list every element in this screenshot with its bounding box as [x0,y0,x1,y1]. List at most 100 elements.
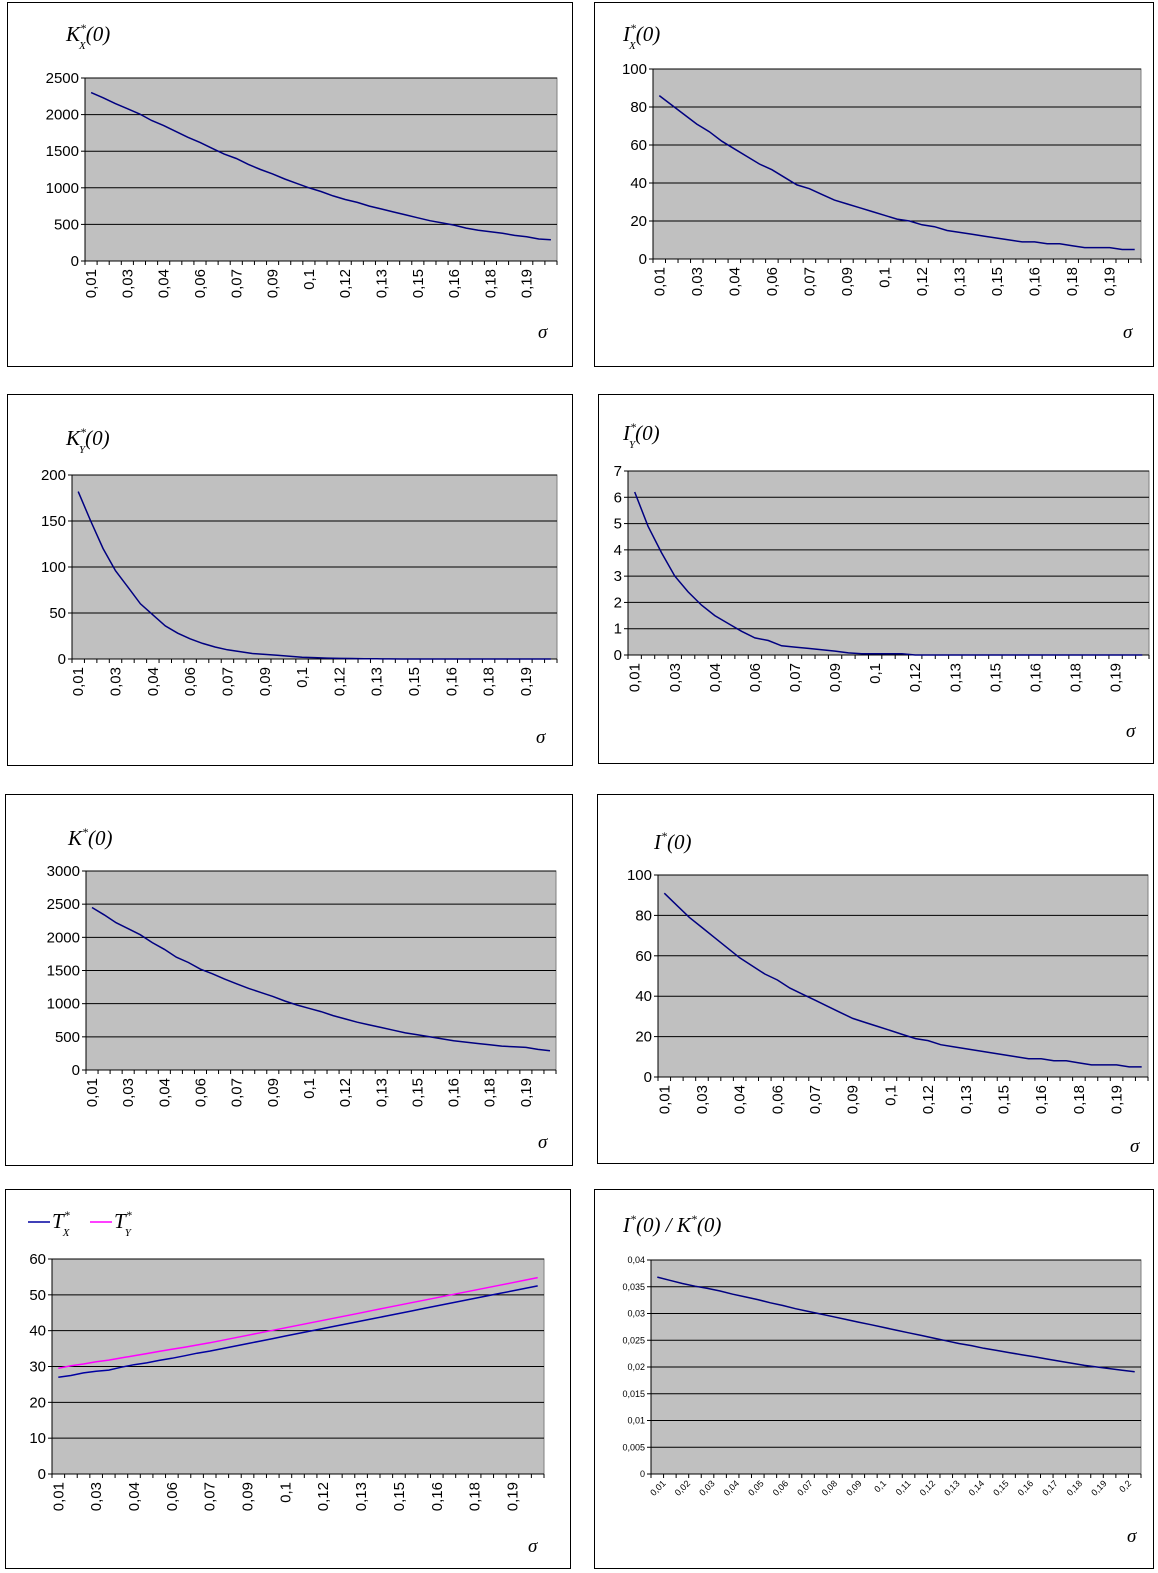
x-tick-label: 0,13 [952,267,969,296]
y-tick-label: 500 [54,216,79,233]
plot-area [657,874,1149,1078]
x-tick-label: 0,19 [518,667,535,696]
legend-label: T* Y [114,1208,133,1239]
x-tick-label: 0,1 [882,1085,899,1106]
x-tick-label: 0,09 [827,663,844,692]
x-tick-label: 0,07 [202,1482,219,1511]
x-tick-label: 0,16 [446,1078,463,1107]
x-tick-label: 0,07 [787,663,804,692]
x-tick-label: 0,07 [229,1078,246,1107]
x-tick-label: 0,1 [277,1482,294,1503]
x-tick-label: 0,01 [83,269,100,298]
chart-panel-ky: 0 50 100 150 200 0,01 0,03 0,04 0,06 0,07 0,09 0,1 0… [7,394,573,766]
y-tick-label: 2000 [46,107,79,124]
y-tick-label: 0,025 [622,1335,645,1345]
chart-svg-ix: 0 20 40 60 80 100 0,01 0,03 0,04 0,06 0,07 0,09 0,1 0… [622,21,1142,343]
y-tick-label: 0,035 [622,1282,645,1292]
y-tick-label: 200 [41,467,66,484]
x-tick-label: 0,01 [656,1085,673,1114]
y-tick-label: 40 [635,988,652,1005]
y-tick-label: 6 [614,489,622,506]
chart-panel-kx: 0 500 1000 1500 2000 2500 0,01 0,03 0,04 0,06 0,07… [7,2,573,367]
x-tick-label: 0,12 [315,1482,332,1511]
x-tick-label: 0,2 [1117,1478,1133,1494]
x-tick-label: 0,06 [764,267,781,296]
x-tick-label: 0,14 [967,1478,986,1497]
series-line-1 [77,491,551,660]
legend-entry-1: T* X [28,1208,71,1239]
x-tick-label: 0,16 [1027,663,1044,692]
x-tick-label: 0,16 [443,667,460,696]
y-tick-label: 1500 [46,143,79,160]
x-tick-label: 0,18 [481,667,498,696]
x-tick-label: 0,15 [989,267,1006,296]
chart-panel-k: 0 500 1000 1500 2000 2500 3000 0,01 0,03 0,04 0,06… [5,794,573,1166]
x-tick-label: 0,12 [920,1085,937,1114]
y-tick-label: 0 [640,1469,645,1479]
x-tick-label: 0,19 [504,1482,521,1511]
x-tick-label: 0,03 [697,1478,716,1497]
x-tick-label: 0,06 [192,1078,209,1107]
series-line-1 [90,91,551,241]
x-tick-label: 0,18 [1065,1478,1084,1497]
x-tick-label: 0,05 [746,1478,765,1497]
x-tick-label: 0,16 [1016,1478,1035,1497]
x-tick-label: 0,16 [1033,1085,1050,1114]
chart-title: I* X(0) [622,21,660,52]
y-tick-label: 2500 [46,70,79,87]
y-tick-label: 0 [639,251,647,268]
x-axis-label: σ [528,1536,538,1557]
y-tick-label: 2 [614,594,622,611]
x-tick-label: 0,04 [732,1085,749,1114]
x-tick-label: 0,09 [240,1482,257,1511]
legend-label: T* X [52,1208,71,1239]
x-tick-label: 0,01 [84,1078,101,1107]
chart-panel-iy: 0 1 2 3 4 5 6 7 0,01 0,03 0,04 0,06 0,07 0,09 0,1 0,12 0… [598,394,1154,764]
x-axis-label: σ [1130,1136,1140,1157]
y-tick-label: 60 [635,948,652,965]
plot-area [627,470,1150,656]
x-tick-label: 0,16 [429,1482,446,1511]
x-tick-label: 0,1 [876,267,893,288]
y-tick-label: 100 [41,559,66,576]
x-tick-label: 0,19 [519,269,536,298]
x-axis-label: σ [1127,1526,1137,1547]
x-tick-label: 0,15 [996,1085,1013,1114]
y-tick-label: 50 [29,1287,46,1304]
chart-svg-iy: 0 1 2 3 4 5 6 7 0,01 0,03 0,04 0,06 0,07 0,09 0,1 0,12 0… [614,420,1150,742]
y-tick-label: 0 [614,647,622,664]
x-tick-label: 0,03 [694,1085,711,1114]
x-tick-label: 0,03 [119,269,136,298]
chart-title: K*(0) [67,825,113,850]
chart-svg-ky: 0 50 100 150 200 0,01 0,03 0,04 0,06 0,07 0,09 0,1 0… [41,425,558,748]
x-tick-label: 0,1 [294,667,311,688]
x-tick-label: 0,12 [337,269,354,298]
y-tick-label: 1500 [47,963,80,980]
chart-svg-i: 0 20 40 60 80 100 0,01 0,03 0,04 0,06 0,07 0,09 0,1 0… [627,829,1149,1157]
x-axis-label: σ [538,1132,548,1153]
y-tick-label: 0,015 [622,1389,645,1399]
x-tick-label: 0,11 [894,1478,913,1497]
x-tick-label: 0,07 [801,267,818,296]
y-tick-label: 0 [71,253,79,270]
x-axis-label: σ [1123,322,1133,343]
x-tick-label: 0,18 [1068,663,1085,692]
x-tick-label: 0,07 [795,1478,814,1497]
x-tick-label: 0,04 [145,667,162,696]
x-tick-label: 0,19 [518,1078,535,1107]
x-tick-label: 0,01 [651,267,668,296]
x-tick-label: 0,02 [673,1478,692,1497]
y-tick-label: 7 [614,463,622,480]
x-tick-label: 0,09 [845,1085,862,1114]
x-tick-label: 0,15 [991,1478,1010,1497]
x-tick-label: 0,03 [689,267,706,296]
y-tick-label: 0,01 [627,1416,645,1426]
x-tick-label: 0,06 [771,1478,790,1497]
chart-panel-i: 0 20 40 60 80 100 0,01 0,03 0,04 0,06 0,07 0,09 0,1 0… [597,794,1154,1164]
chart-svg-kx: 0 500 1000 1500 2000 2500 0,01 0,03 0,04 0,06 0,07… [46,21,558,343]
x-tick-label: 0,06 [182,667,199,696]
y-tick-label: 0 [58,651,66,668]
chart-svg-k: 0 500 1000 1500 2000 2500 3000 0,01 0,03 0,04 0,06… [47,825,557,1153]
x-tick-label: 0,03 [88,1482,105,1511]
x-tick-label: 0,13 [942,1478,961,1497]
